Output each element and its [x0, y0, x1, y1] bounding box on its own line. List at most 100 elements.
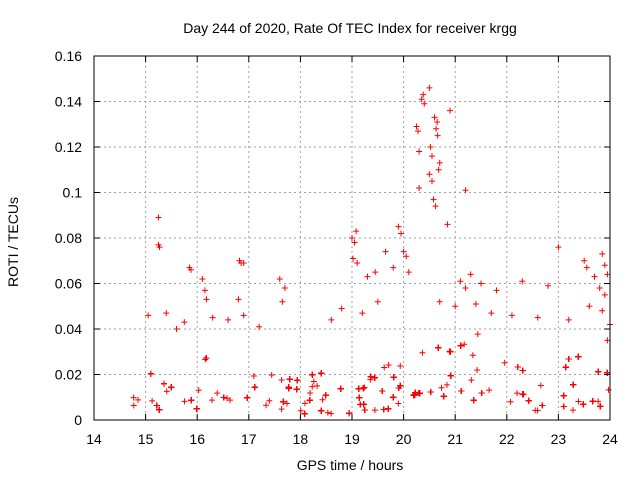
data-point: [322, 392, 329, 399]
data-point: [452, 303, 459, 310]
data-point: [583, 264, 590, 271]
data-point: [580, 401, 587, 408]
data-point: [599, 250, 606, 257]
data-point: [371, 407, 378, 414]
data-point: [443, 381, 450, 388]
data-point: [357, 401, 364, 408]
data-point: [360, 385, 367, 392]
data-point: [367, 376, 374, 383]
data-point: [532, 407, 539, 414]
data-point: [419, 349, 426, 356]
data-point: [472, 300, 479, 307]
data-point: [589, 398, 596, 405]
x-tick-label: 23: [551, 431, 567, 447]
data-point: [570, 381, 577, 388]
data-point: [431, 114, 438, 121]
data-point: [514, 364, 521, 371]
data-point: [371, 374, 378, 381]
data-point: [208, 397, 215, 404]
axis-ticks: 14 15 16 17 18 19 20 21 22 23 24 0 0.02 0.04 0.06 0.08 0…: [55, 48, 618, 447]
data-points: [130, 84, 613, 417]
data-point: [575, 353, 582, 360]
data-point: [428, 153, 435, 160]
data-point: [469, 352, 476, 359]
data-point: [145, 312, 152, 319]
data-point: [149, 397, 156, 404]
data-point: [457, 278, 464, 285]
data-point: [240, 260, 247, 267]
data-point: [250, 372, 257, 379]
data-point: [147, 370, 154, 377]
data-point: [601, 262, 608, 269]
data-point: [569, 407, 576, 414]
data-point: [444, 221, 451, 228]
data-point: [156, 406, 163, 413]
x-tick-label: 21: [447, 431, 463, 447]
data-point: [173, 326, 180, 332]
data-point: [595, 368, 602, 375]
data-point: [385, 405, 392, 412]
data-point: [421, 100, 428, 107]
data-point: [283, 400, 290, 407]
data-point: [256, 323, 263, 330]
data-point: [251, 384, 258, 391]
data-point: [565, 316, 572, 323]
data-point: [539, 402, 546, 409]
data-point: [306, 397, 313, 404]
data-point: [427, 388, 434, 395]
data-point: [135, 396, 142, 403]
data-point: [457, 342, 464, 349]
data-point: [266, 397, 273, 404]
data-point: [447, 348, 454, 355]
data-point: [562, 364, 569, 371]
data-point: [214, 390, 221, 397]
data-point: [458, 388, 465, 395]
data-point: [462, 187, 469, 194]
data-point: [356, 394, 363, 401]
data-point: [181, 398, 188, 405]
x-tick-label: 17: [241, 431, 257, 447]
data-point: [390, 394, 397, 401]
y-axis-label: ROTI / TECUs: [5, 197, 21, 287]
data-point: [436, 298, 443, 305]
data-point: [361, 384, 368, 391]
data-point: [447, 372, 454, 379]
data-point: [161, 380, 168, 387]
data-point: [438, 384, 445, 391]
data-point: [413, 123, 420, 130]
data-point: [220, 394, 227, 401]
y-tick-label: 0.08: [55, 230, 82, 246]
data-point: [328, 316, 335, 323]
data-point: [337, 385, 344, 392]
data-point: [434, 118, 441, 125]
data-point: [379, 388, 386, 395]
data-point: [203, 296, 210, 303]
data-point: [280, 398, 287, 405]
data-point: [278, 406, 285, 413]
y-tick-label: 0.16: [55, 48, 82, 64]
data-point: [351, 239, 358, 246]
data-point: [278, 377, 285, 384]
data-point: [478, 389, 485, 396]
data-point: [555, 244, 562, 251]
data-point: [398, 230, 405, 237]
data-point: [168, 384, 175, 391]
y-tick-label: 0.02: [55, 367, 82, 383]
data-point: [426, 84, 433, 91]
data-point: [309, 383, 316, 390]
data-point: [155, 214, 162, 221]
data-point: [372, 269, 379, 276]
data-point: [565, 356, 572, 363]
data-point: [279, 298, 286, 305]
data-point: [244, 394, 251, 401]
data-point: [349, 235, 355, 241]
data-point: [430, 196, 437, 203]
data-point: [468, 377, 475, 384]
data-point: [301, 400, 308, 407]
x-tick-label: 15: [138, 431, 154, 447]
y-tick-label: 0.12: [55, 139, 82, 155]
data-point: [224, 395, 231, 402]
data-point: [478, 280, 484, 287]
